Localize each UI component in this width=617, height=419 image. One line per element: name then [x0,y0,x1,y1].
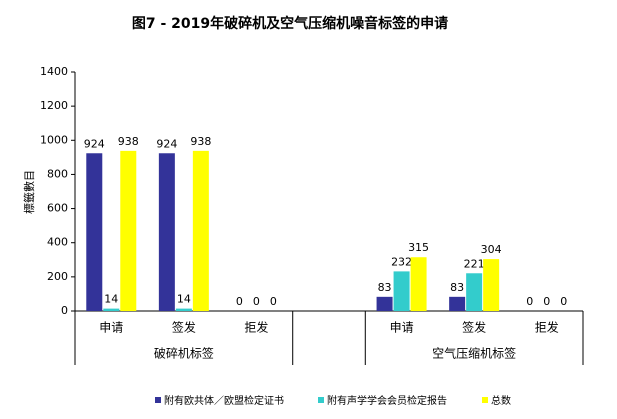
value-label: 0 [270,295,277,308]
x-tick-label: 拒发 [244,320,268,335]
legend-swatch [155,397,161,403]
value-label: 0 [236,295,243,308]
x-tick-label: 申请 [99,321,123,335]
y-tick-label: 400 [47,236,68,249]
value-label: 232 [391,255,412,268]
value-label: 938 [190,135,211,148]
x-tick-label: 签发 [462,320,486,335]
bar [376,296,393,311]
value-label: 315 [408,241,429,254]
bar [466,273,483,311]
y-tick-label: 600 [47,202,68,215]
legend-label: 附有声学学会会员检定报告 [327,394,447,407]
bar [86,153,103,311]
value-label: 14 [104,293,118,306]
bar [175,308,192,311]
y-tick-label: 0 [61,304,68,317]
legend-swatch [318,397,324,403]
bar [449,296,466,311]
value-label: 0 [253,295,260,308]
chart-title: 图7 - 2019年破碎机及空气压缩机噪音标签的申请 [132,15,448,32]
bar [158,153,175,311]
y-tick-label: 1200 [40,99,68,112]
value-label: 14 [177,293,191,306]
group-label: 空气压缩机标签 [432,346,516,361]
legend-swatch [482,397,488,403]
y-tick-label: 200 [47,270,68,283]
value-label: 83 [450,281,464,294]
bar [120,150,137,311]
value-label: 938 [118,135,139,148]
x-tick-label: 签发 [172,320,196,335]
y-tick-label: 1400 [40,65,68,78]
value-label: 924 [156,137,177,150]
value-label: 221 [464,257,485,270]
x-tick-label: 申请 [390,321,414,335]
bar [483,259,500,311]
group-label: 破碎机标签 [154,346,214,361]
value-label: 924 [84,137,105,150]
x-tick-label: 拒发 [535,320,559,335]
y-tick-label: 800 [47,167,68,180]
value-label: 0 [526,295,533,308]
value-label: 0 [543,295,550,308]
legend-label: 总数 [491,394,511,407]
value-label: 83 [378,281,392,294]
bar [192,150,209,311]
y-tick-label: 1000 [40,133,68,146]
bar [103,308,120,311]
value-label: 304 [481,243,502,256]
legend-label: 附有欧共体／欧盟检定证书 [164,394,284,407]
y-axis-label: 標籤數目 [22,170,36,214]
value-label: 0 [560,295,567,308]
bar [410,257,427,311]
bar [393,271,410,311]
